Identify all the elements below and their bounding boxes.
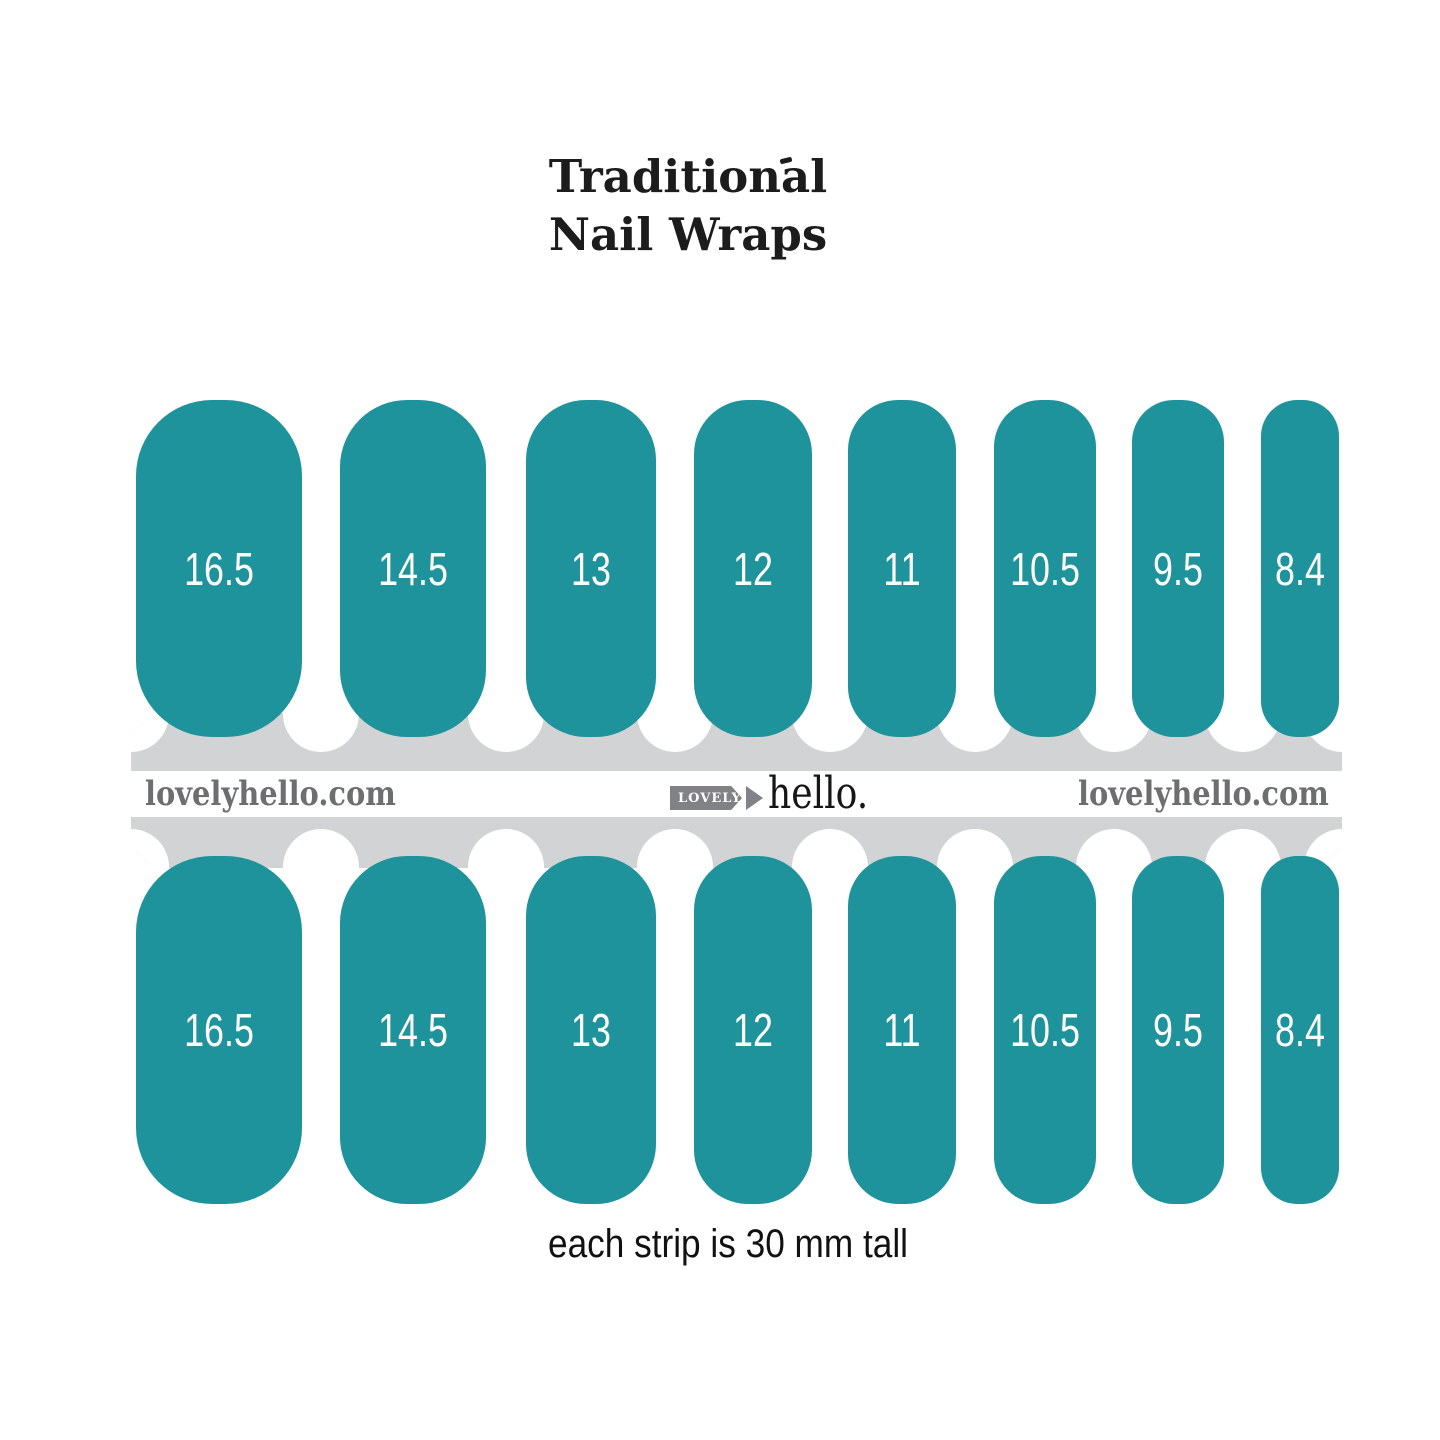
nail-top-1: 16.5 bbox=[136, 400, 302, 737]
nail-top-3: 13 bbox=[526, 400, 656, 737]
nail-size-label: 10.5 bbox=[1010, 1004, 1080, 1056]
nail-size-label: 14.5 bbox=[378, 542, 448, 595]
nail-size-label: 9.5 bbox=[1153, 1004, 1203, 1056]
nail-bottom-8: 8.4 bbox=[1261, 856, 1339, 1204]
nail-top-8: 8.4 bbox=[1261, 400, 1339, 737]
nail-top-4: 12 bbox=[694, 400, 812, 737]
brand-url-right: lovelyhello.com bbox=[1078, 774, 1329, 814]
nail-bottom-1: 16.5 bbox=[136, 856, 302, 1204]
nail-size-label: 12 bbox=[733, 542, 773, 595]
nail-bottom-7: 9.5 bbox=[1132, 856, 1224, 1204]
nail-size-label: 13 bbox=[571, 542, 611, 595]
nail-size-label: 8.4 bbox=[1275, 1004, 1325, 1056]
nail-size-label: 12 bbox=[733, 1004, 773, 1056]
nail-bottom-2: 14.5 bbox=[340, 856, 486, 1204]
nail-top-2: 14.5 bbox=[340, 400, 486, 737]
brand-url-left: lovelyhello.com bbox=[145, 774, 396, 814]
nail-size-label: 14.5 bbox=[378, 1004, 448, 1056]
nail-size-label: 11 bbox=[883, 1004, 921, 1056]
logo-tag-label: LOVELY bbox=[678, 791, 742, 806]
nail-bottom-5: 11 bbox=[848, 856, 956, 1204]
nail-top-6: 10.5 bbox=[994, 400, 1096, 737]
nail-bottom-3: 13 bbox=[526, 856, 656, 1204]
nail-bottom-4: 12 bbox=[694, 856, 812, 1204]
title-line-2: Nail Wraps bbox=[548, 208, 828, 261]
caption: each strip is 30 mm tall bbox=[548, 1222, 908, 1266]
nail-size-label: 10.5 bbox=[1010, 542, 1080, 595]
nail-size-label: 16.5 bbox=[184, 1004, 254, 1056]
nail-size-label: 8.4 bbox=[1275, 542, 1325, 595]
nail-size-label: 13 bbox=[571, 1004, 611, 1056]
nail-top-5: 11 bbox=[848, 400, 956, 737]
nail-size-label: 9.5 bbox=[1153, 542, 1203, 595]
nail-top-7: 9.5 bbox=[1132, 400, 1224, 737]
logo-tag: LOVELY bbox=[670, 786, 742, 810]
nail-size-label: 11 bbox=[883, 542, 921, 595]
logo-wordmark: hello. bbox=[768, 768, 869, 819]
nail-bottom-6: 10.5 bbox=[994, 856, 1096, 1204]
nail-size-label: 16.5 bbox=[184, 542, 254, 595]
